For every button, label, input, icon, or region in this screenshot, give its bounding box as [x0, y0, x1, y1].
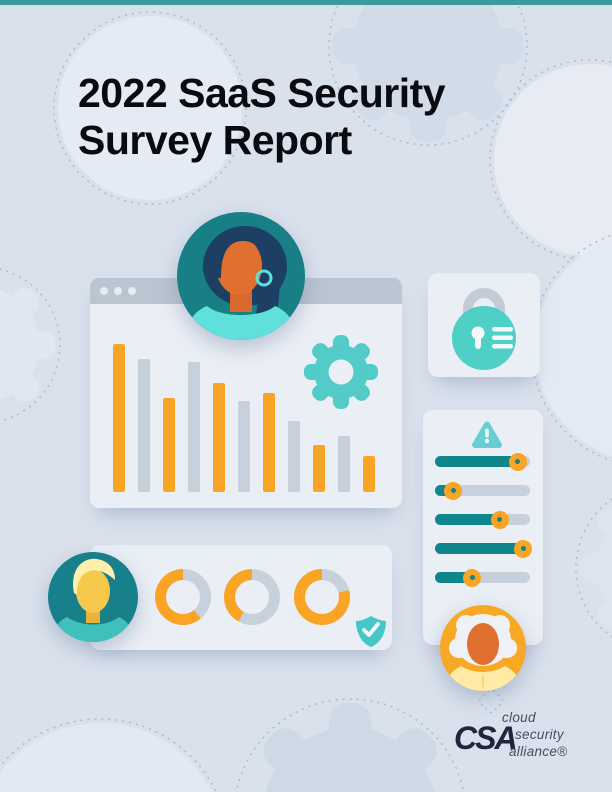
bar-10: [338, 436, 350, 492]
slider-fill: [435, 456, 518, 467]
bar-11: [363, 456, 375, 492]
donut-card: [90, 545, 392, 650]
bar-9: [313, 445, 325, 492]
window-dot-1: [100, 287, 108, 295]
csa-logo-word-cloud: cloud: [502, 710, 536, 725]
bar-chart: [90, 278, 402, 508]
donut-hole: [235, 580, 269, 614]
donut-hole: [166, 580, 200, 614]
earring-icon: [255, 269, 273, 287]
slider-fill: [435, 572, 473, 583]
page-title: 2022 SaaS Security Survey Report: [78, 70, 446, 164]
slider-fill: [435, 485, 454, 496]
slider-fill: [435, 543, 524, 554]
window-dot-3: [128, 287, 136, 295]
bar-6: [238, 401, 250, 492]
bar-5: [213, 383, 225, 492]
avatar-woman-orange: [440, 605, 526, 691]
lock-icon: [452, 288, 516, 370]
donut-charts: [90, 545, 392, 650]
bar-3: [163, 398, 175, 492]
avatar-woman-teal: [177, 212, 305, 340]
window-dot-2: [114, 287, 122, 295]
donut-chart-2: [224, 569, 280, 625]
bar-1: [113, 344, 125, 492]
slider-3[interactable]: [435, 510, 530, 529]
slider-5[interactable]: [435, 568, 530, 587]
donut-hole: [305, 580, 339, 614]
sliders: [423, 410, 543, 645]
slider-handle[interactable]: [508, 452, 527, 471]
avatar-man-teal: [48, 552, 138, 642]
shield-check-icon: [356, 616, 386, 647]
csa-logo-word-security: security: [515, 727, 564, 742]
slider-handle[interactable]: [463, 568, 482, 587]
title-line-2: Survey Report: [78, 117, 352, 163]
donut-chart-1: [155, 569, 211, 625]
slider-handle[interactable]: [490, 510, 509, 529]
warning-icon: [472, 421, 502, 448]
title-line-1: 2022 SaaS Security: [78, 70, 446, 116]
donut-chart-3: [294, 569, 350, 625]
bar-8: [288, 421, 300, 492]
bar-4: [188, 362, 200, 492]
bar-2: [138, 359, 150, 492]
slider-handle[interactable]: [514, 539, 533, 558]
csa-logo-acronym: CSA: [454, 720, 518, 756]
lock-card: [428, 273, 540, 377]
slider-fill: [435, 514, 500, 525]
csa-logo-word-alliance: alliance®: [509, 744, 568, 759]
bar-7: [263, 393, 275, 492]
slider-4[interactable]: [435, 539, 533, 558]
slider-1[interactable]: [435, 452, 530, 471]
slider-handle[interactable]: [444, 481, 463, 500]
gear-icon: [304, 335, 378, 409]
top-accent-bar: [0, 0, 612, 5]
slider-2[interactable]: [435, 481, 530, 500]
